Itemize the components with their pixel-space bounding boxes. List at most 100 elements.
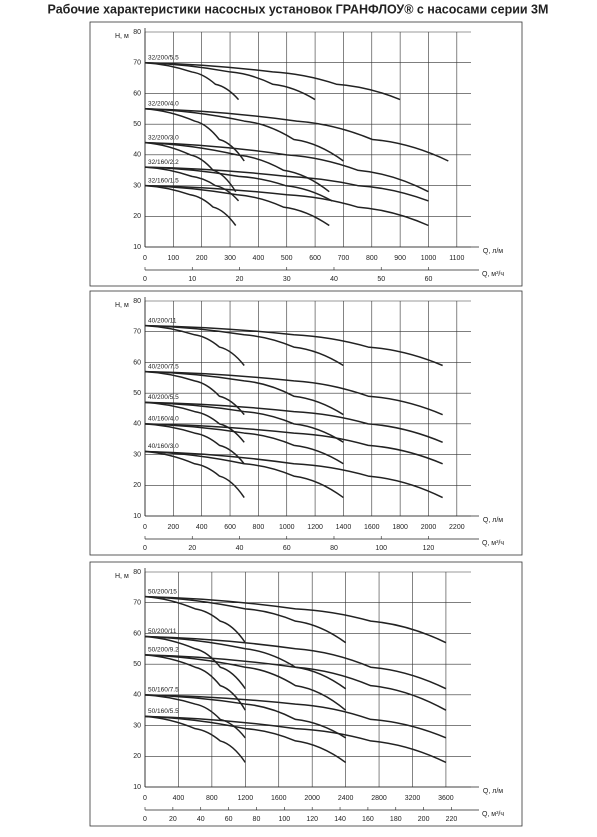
curve-label: 32/160/2.2: [148, 159, 179, 166]
x-tick-label: 1200: [307, 524, 323, 531]
pump-curve: [144, 694, 447, 739]
x-tick-label: 1400: [336, 524, 352, 531]
x2-tick-label: 30: [283, 276, 291, 283]
x-tick-label: 1100: [449, 255, 464, 262]
pump-curve: [144, 166, 333, 202]
chart-frame: [89, 290, 523, 556]
x-tick-label: 800: [253, 524, 265, 531]
y-tick-label: 60: [133, 630, 141, 637]
pump-curve: [144, 108, 245, 162]
y-tick-label: 50: [133, 121, 141, 128]
curve-label: 32/200/3.0: [148, 134, 179, 141]
chart-frame: [89, 21, 523, 287]
pump-curve: [144, 370, 344, 416]
y-axis-label: H, м: [115, 573, 129, 580]
y-tick-label: 30: [133, 451, 141, 458]
x2-tick-label: 0: [143, 276, 147, 283]
x2-tick-label: 50: [377, 276, 385, 283]
page-title: Рабочие характеристики насосных установо…: [48, 2, 549, 16]
pump-curve: [144, 423, 344, 465]
x2-tick-label: 0: [143, 545, 147, 552]
x2-tick-label: 120: [306, 816, 318, 823]
x2-tick-label: 20: [188, 545, 196, 552]
x-axis-label: Q, л/м: [483, 248, 503, 255]
x2-tick-label: 80: [253, 816, 261, 823]
curve-label: 40/160/4.0: [148, 416, 179, 423]
pump-curve: [144, 370, 443, 416]
pump-curve: [144, 184, 330, 227]
pump-curve: [144, 715, 246, 763]
curve-label: 50/160/5.5: [148, 708, 179, 715]
pump-curve: [144, 715, 347, 764]
x-tick-label: 2200: [449, 524, 465, 531]
x2-tick-label: 140: [334, 816, 346, 823]
pump-curve: [144, 635, 447, 690]
pump-curve: [144, 450, 245, 498]
x-tick-label: 300: [224, 255, 236, 262]
y-tick-label: 80: [133, 29, 141, 36]
y-axis-label: H, м: [115, 302, 129, 309]
x2-tick-label: 40: [236, 545, 244, 552]
y-tick-label: 70: [133, 60, 141, 67]
x2-tick-label: 100: [278, 816, 290, 823]
pump-curve: [144, 401, 443, 443]
y-tick-label: 70: [133, 600, 141, 607]
x2-tick-label: 60: [225, 816, 233, 823]
pump-curve: [144, 450, 344, 499]
curve-label: 32/200/4.0: [148, 101, 179, 108]
pump-curve: [144, 108, 344, 162]
y-tick-label: 20: [133, 213, 141, 220]
x-tick-label: 600: [309, 255, 321, 262]
curve-label: 50/200/9.2: [148, 647, 179, 654]
x-tick-label: 2800: [371, 795, 387, 802]
pump-curve: [144, 184, 237, 226]
pump-curve: [144, 423, 443, 465]
x2-tick-label: 10: [188, 276, 196, 283]
pump-curve: [144, 370, 245, 416]
x2-tick-label: 120: [423, 545, 435, 552]
pump-curve: [144, 108, 449, 162]
x-tick-label: 900: [394, 255, 406, 262]
pump-curve: [144, 595, 347, 644]
curve-label: 50/200/11: [148, 628, 177, 635]
x-tick-label: 2400: [338, 795, 354, 802]
x2-tick-label: 40: [197, 816, 205, 823]
curve-label: 50/200/15: [148, 588, 177, 595]
pump-curve: [144, 635, 246, 690]
x-tick-label: 400: [173, 795, 185, 802]
pump-curve: [144, 324, 245, 366]
curve-label: 50/160/7.5: [148, 687, 179, 694]
x-tick-label: 1600: [364, 524, 380, 531]
curve-label: 32/200/5.5: [148, 54, 179, 61]
x-tick-label: 2000: [421, 524, 437, 531]
x-tick-label: 1800: [392, 524, 408, 531]
x2-tick-label: 200: [418, 816, 430, 823]
y-tick-label: 10: [133, 784, 141, 791]
x2-axis-label: Q, м³/ч: [482, 271, 504, 278]
y-tick-label: 20: [133, 753, 141, 760]
pump-curve: [144, 141, 237, 193]
pump-curve: [144, 324, 443, 367]
x-tick-label: 1200: [238, 795, 254, 802]
pump-curve: [144, 595, 447, 644]
x-tick-label: 100: [168, 255, 180, 262]
y-axis-label: H, м: [115, 33, 129, 40]
x2-tick-label: 20: [236, 276, 244, 283]
pump-curve: [144, 166, 429, 202]
x2-tick-label: 160: [362, 816, 374, 823]
pump-curve: [144, 654, 447, 711]
pump-curve: [144, 401, 245, 443]
pump-curve: [144, 635, 347, 690]
x-tick-label: 800: [366, 255, 378, 262]
y-tick-label: 80: [133, 569, 141, 576]
curve-label: 32/160/1.5: [148, 177, 179, 184]
pump-curve: [144, 166, 240, 202]
x-tick-label: 600: [224, 524, 236, 531]
x2-tick-label: 220: [446, 816, 458, 823]
x-tick-label: 3200: [405, 795, 421, 802]
pump-curve: [144, 184, 429, 227]
